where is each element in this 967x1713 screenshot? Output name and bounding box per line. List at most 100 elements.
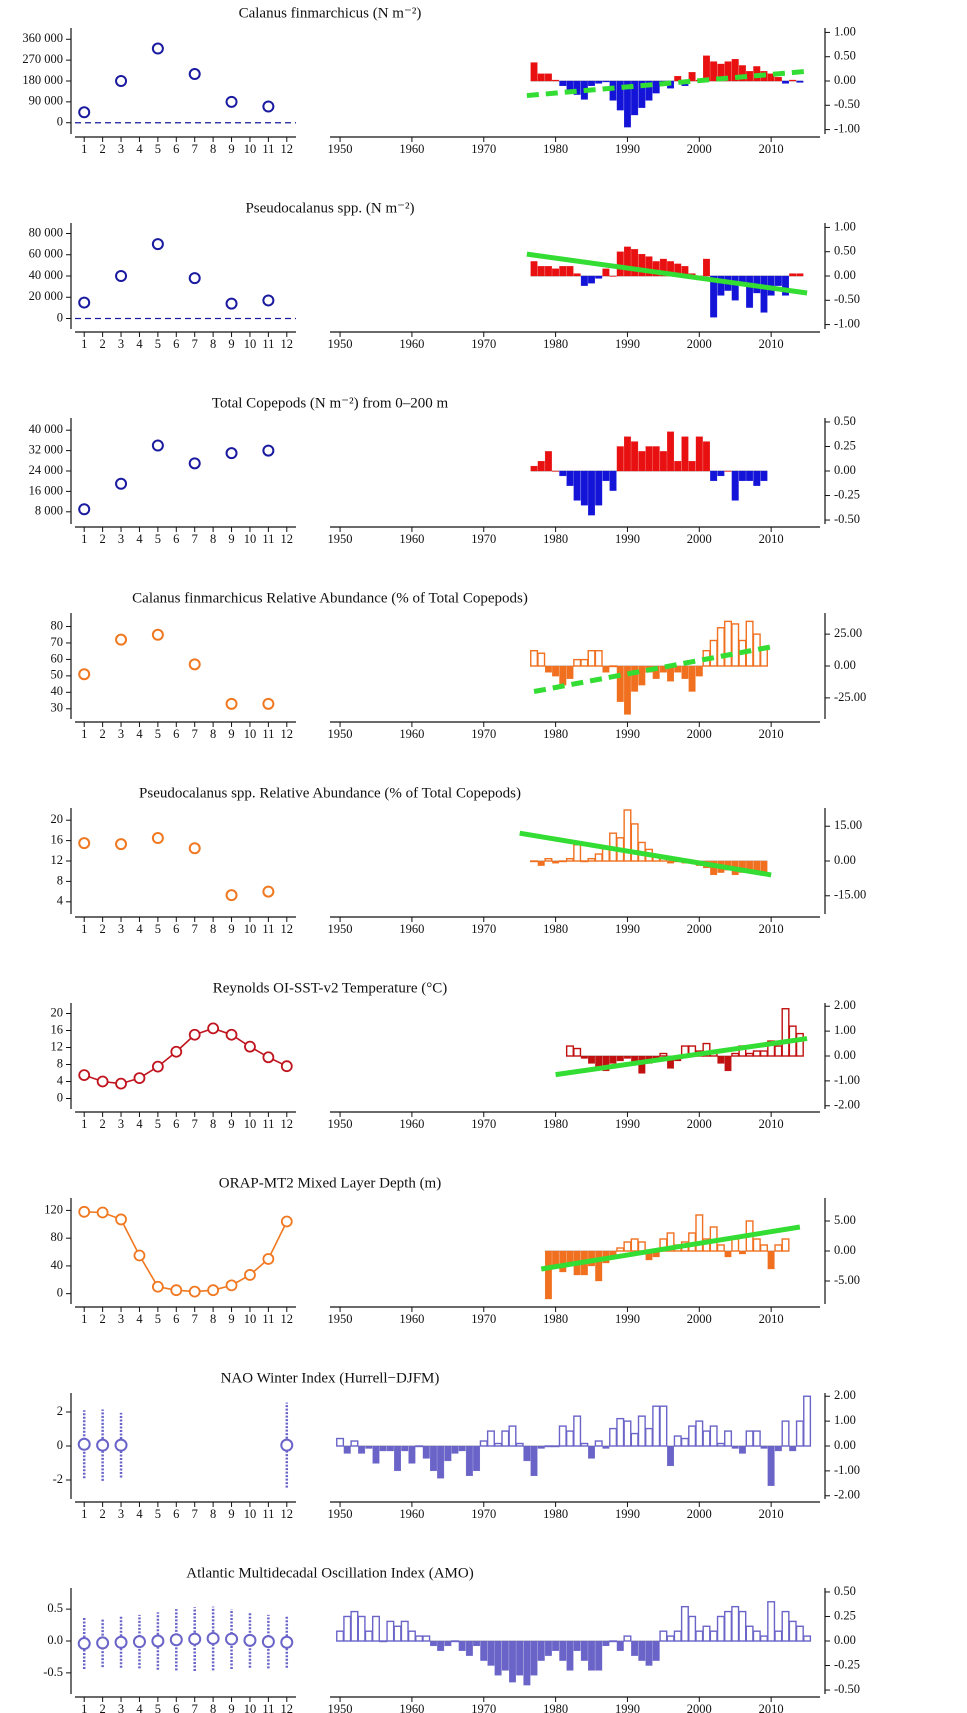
bar [674, 461, 682, 472]
x-tick-label: 2000 [687, 337, 712, 351]
bar [602, 1640, 610, 1647]
x-tick-label: 5 [155, 727, 161, 741]
bar [595, 275, 603, 279]
x-tick-label: 11 [262, 142, 274, 156]
x-tick-label: 1950 [328, 727, 353, 741]
x-tick-label: 2010 [759, 532, 784, 546]
bar [523, 1640, 531, 1686]
x-tick-label: 1 [81, 1702, 87, 1713]
point [77, 1637, 91, 1651]
y-tick-label: -0.50 [834, 292, 860, 306]
bar [738, 470, 746, 481]
bar [781, 1008, 790, 1057]
y-tick-label: 25.00 [834, 626, 862, 640]
bar [637, 1241, 646, 1252]
bar [573, 80, 581, 95]
bar [731, 470, 739, 501]
x-tick-label: 1970 [471, 922, 496, 936]
point [244, 1269, 256, 1281]
bar [537, 652, 546, 667]
x-tick-label: 1960 [399, 727, 424, 741]
x-tick-label: 2 [100, 337, 106, 351]
line [84, 1211, 288, 1293]
x-tick-label: 3 [118, 1702, 124, 1713]
bar [667, 431, 675, 472]
bar [795, 1625, 804, 1642]
y-tick-label: 0.0 [47, 1633, 63, 1647]
bar [494, 1640, 502, 1676]
bar [516, 1640, 524, 1676]
y-tick-label: 80 [51, 618, 64, 632]
point [188, 68, 201, 81]
x-tick-label: 11 [262, 922, 274, 936]
bar [372, 1445, 380, 1464]
bar [659, 451, 667, 472]
bar [659, 258, 667, 277]
point [206, 1631, 220, 1645]
x-tick-label: 11 [262, 1312, 274, 1326]
bar [767, 73, 775, 82]
point [207, 1284, 220, 1297]
bar [559, 1640, 567, 1661]
bar [430, 1640, 437, 1647]
bar [767, 1601, 776, 1642]
bar [731, 1238, 740, 1252]
bar [731, 1445, 739, 1449]
bar [394, 1445, 401, 1472]
point [262, 294, 275, 307]
point [78, 837, 91, 850]
bar [408, 1445, 416, 1464]
panel-title: Total Copepods (N m⁻²) from 0–200 m [212, 395, 449, 411]
x-tick-label: 2 [100, 1702, 106, 1713]
bar [659, 665, 667, 673]
trend-line [526, 251, 808, 296]
bar [659, 1052, 668, 1057]
x-tick-label: 9 [228, 1312, 234, 1326]
x-tick-label: 6 [173, 922, 179, 936]
y-tick-label: 0.00 [834, 73, 856, 87]
bar [652, 261, 660, 277]
bar [659, 1405, 668, 1447]
bar [674, 665, 682, 673]
y-tick-label: 360 000 [22, 31, 63, 45]
x-tick-label: 7 [192, 922, 198, 936]
bar [616, 80, 624, 111]
y-tick-label: 0 [57, 1438, 63, 1452]
point [262, 100, 275, 113]
y-tick-label: 2 [57, 1404, 63, 1418]
x-tick-label: 2 [100, 1507, 106, 1521]
bar [680, 1437, 689, 1447]
bar [588, 80, 595, 87]
point [132, 1635, 146, 1649]
x-tick-label: 6 [173, 142, 179, 156]
x-tick-label: 1970 [471, 1312, 496, 1326]
bar [573, 470, 581, 501]
y-tick-label: 0 [57, 115, 63, 129]
bar [365, 1445, 373, 1449]
x-tick-label: 5 [155, 1117, 161, 1131]
x-tick-label: 1980 [543, 142, 568, 156]
x-tick-label: 11 [262, 532, 274, 546]
point [115, 477, 128, 490]
bar [588, 470, 595, 516]
bar [594, 1440, 603, 1447]
y-tick-label: 40 000 [29, 422, 63, 436]
x-tick-label: 1960 [399, 142, 424, 156]
y-tick-label: 16 [51, 1022, 64, 1036]
point [96, 1206, 109, 1219]
bar [745, 1052, 754, 1057]
x-tick-label: 10 [244, 532, 257, 546]
bar [587, 857, 596, 862]
y-tick-label: -0.50 [834, 512, 860, 526]
trend-line [540, 1224, 801, 1272]
bar [681, 436, 689, 472]
point [170, 1284, 183, 1297]
bar [530, 261, 538, 277]
bar [551, 1445, 560, 1448]
bar [573, 1047, 582, 1057]
y-tick-label: 1.00 [834, 219, 856, 233]
x-tick-label: 7 [192, 142, 198, 156]
bar [616, 1417, 625, 1447]
point [262, 1253, 275, 1265]
panel-title: Atlantic Multidecadal Oscillation Index … [186, 1565, 473, 1581]
